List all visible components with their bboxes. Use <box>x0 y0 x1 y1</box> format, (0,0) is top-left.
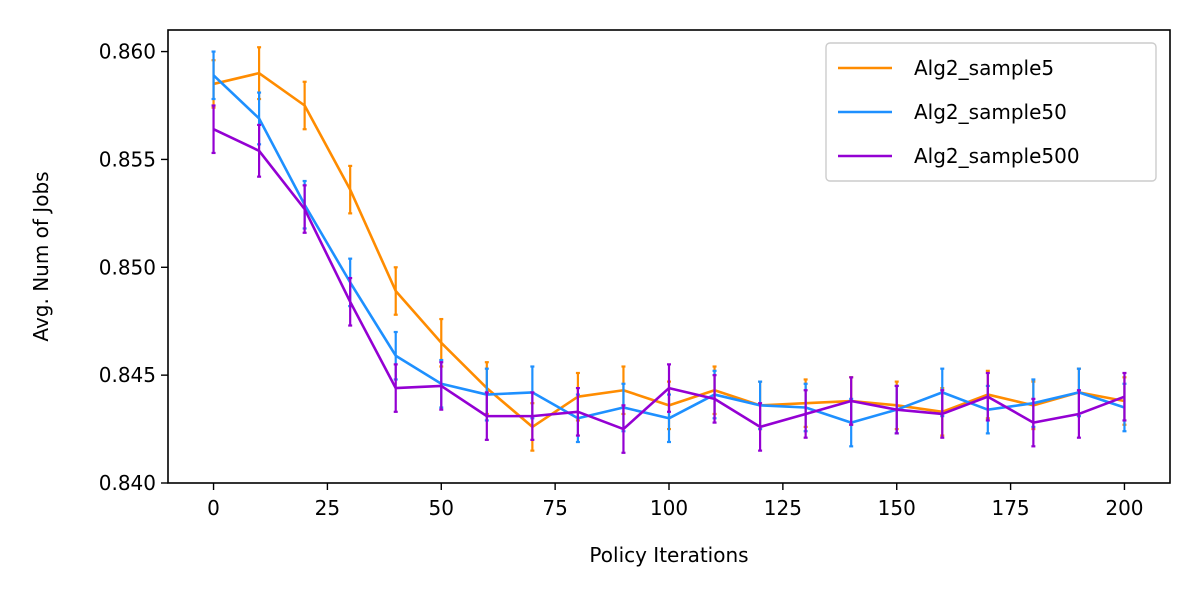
y-tick-label: 0.840 <box>99 471 156 495</box>
y-axis-label: Avg. Num of Jobs <box>29 171 53 341</box>
series-line <box>212 128 1125 431</box>
y-tick-label: 0.860 <box>99 40 156 64</box>
y-axis: 0.840 0.845 0.850 0.855 0.860 <box>99 40 168 495</box>
x-tick-label: 100 <box>650 496 688 520</box>
legend: Alg2_sample5 Alg2_sample50 Alg2_sample500 <box>825 42 1157 182</box>
x-tick-label: 150 <box>878 496 916 520</box>
series-line <box>212 74 1125 424</box>
series-3 <box>211 104 1127 454</box>
y-tick-label: 0.855 <box>99 147 156 171</box>
y-tick-label: 0.850 <box>99 255 156 279</box>
x-tick-label: 125 <box>764 496 802 520</box>
y-tick-label: 0.845 <box>99 363 156 387</box>
x-tick-label: 50 <box>429 496 454 520</box>
x-axis-label: Policy Iterations <box>589 543 748 567</box>
x-tick-label: 200 <box>1105 496 1143 520</box>
x-tick-label: 0 <box>207 496 220 520</box>
series-layer <box>211 46 1127 454</box>
legend-label: Alg2_sample50 <box>914 100 1067 124</box>
x-tick-label: 75 <box>542 496 567 520</box>
legend-item: Alg2_sample50 <box>838 100 1067 124</box>
legend-item: Alg2_sample500 <box>838 144 1080 168</box>
legend-label: Alg2_sample5 <box>914 56 1054 80</box>
legend-item: Alg2_sample5 <box>838 56 1054 80</box>
legend-box <box>825 42 1157 182</box>
x-tick-label: 25 <box>315 496 340 520</box>
x-axis: 0 25 50 75 100 125 150 175 200 <box>207 483 1144 520</box>
x-tick-label: 175 <box>991 496 1029 520</box>
legend-label: Alg2_sample500 <box>914 144 1080 168</box>
